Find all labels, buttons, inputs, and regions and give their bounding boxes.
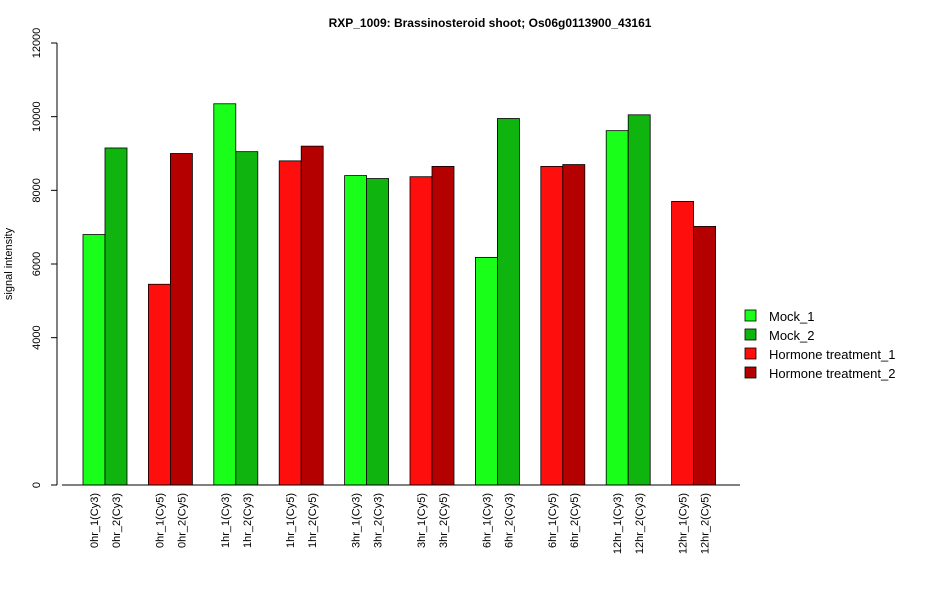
bar <box>605 130 629 486</box>
bar <box>169 153 193 486</box>
x-tick-label: 0hr_1(Cy3) <box>89 493 101 548</box>
bar <box>300 145 324 486</box>
x-tick-label: 1hr_2(Cy5) <box>307 493 319 548</box>
legend-label: Mock_1 <box>769 309 815 324</box>
y-tick-label: 6000 <box>31 252 43 276</box>
legend: Mock_1 Mock_2 Hormone treatment_1 Hormone t… <box>744 309 895 381</box>
x-tick-label: 6hr_2(Cy5) <box>569 493 581 548</box>
x-tick-label: 0hr_2(Cy5) <box>176 493 188 548</box>
x-tick-label: 6hr_1(Cy5) <box>547 493 559 548</box>
y-tick-label: 10000 <box>31 101 43 132</box>
legend-swatch <box>744 328 757 341</box>
bar <box>82 234 106 486</box>
bar <box>213 103 237 486</box>
bar <box>104 147 128 486</box>
bar <box>431 165 455 486</box>
x-tick-label: 1hr_1(Cy5) <box>285 493 297 548</box>
bar <box>540 165 564 486</box>
x-tick-label: 3hr_1(Cy3) <box>351 493 363 548</box>
x-tick-label: 1hr_1(Cy3) <box>220 493 232 548</box>
bar <box>278 160 302 486</box>
y-tick-label: 8000 <box>31 178 43 202</box>
legend-swatch <box>744 347 757 360</box>
bar <box>344 175 368 486</box>
y-axis: 0 4000 6000 8000 10000 12000 <box>31 28 58 488</box>
bar <box>496 118 520 486</box>
chart-title: RXP_1009: Brassinosteroid shoot; Os06g01… <box>329 16 652 30</box>
bar <box>147 283 171 486</box>
legend-swatch <box>744 309 757 322</box>
bar <box>366 178 390 486</box>
x-tick-label: 12hr_1(Cy3) <box>612 493 624 554</box>
y-axis-label: signal intensity <box>3 227 15 300</box>
legend-label: Hormone treatment_2 <box>769 366 895 381</box>
bar <box>627 114 651 486</box>
bar <box>409 176 433 486</box>
bar <box>562 164 586 486</box>
y-tick-label: 12000 <box>31 28 43 59</box>
x-tick-label: 3hr_2(Cy3) <box>373 493 385 548</box>
x-tick-label: 12hr_2(Cy5) <box>700 493 712 554</box>
bar <box>671 200 694 486</box>
bar <box>693 226 716 486</box>
y-tick-label: 0 <box>31 482 43 488</box>
x-tick-label: 12hr_1(Cy5) <box>678 493 690 554</box>
x-tick-labels: 0hr_1(Cy3) 0hr_2(Cy3) 0hr_1(Cy5) 0hr_2(Cy5)… <box>89 493 712 554</box>
x-tick-label: 3hr_1(Cy5) <box>416 493 428 548</box>
x-tick-label: 1hr_2(Cy3) <box>242 493 254 548</box>
x-tick-label: 6hr_2(Cy3) <box>503 493 515 548</box>
x-tick-label: 12hr_2(Cy3) <box>634 493 646 554</box>
bar <box>235 151 259 486</box>
bars-layer <box>82 103 716 486</box>
legend-swatch <box>744 366 757 379</box>
bar <box>474 256 498 486</box>
y-tick-label: 4000 <box>31 325 43 349</box>
x-tick-label: 3hr_2(Cy5) <box>438 493 450 548</box>
legend-label: Hormone treatment_1 <box>769 347 895 362</box>
x-tick-label: 6hr_1(Cy3) <box>481 493 493 548</box>
x-tick-label: 0hr_1(Cy5) <box>154 493 166 548</box>
x-tick-label: 0hr_2(Cy3) <box>111 493 123 548</box>
legend-label: Mock_2 <box>769 328 815 343</box>
